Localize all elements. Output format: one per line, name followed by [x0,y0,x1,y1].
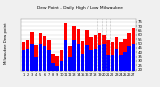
Bar [94,49,97,87]
Bar [132,28,135,87]
Bar [34,45,38,87]
Text: Milwaukee Dew point: Milwaukee Dew point [4,23,8,64]
Bar [47,50,51,87]
Bar [64,40,68,87]
Bar [123,52,127,87]
Bar [43,46,46,87]
Bar [68,46,72,87]
Bar [39,44,42,87]
Bar [26,40,29,87]
Bar [85,45,89,87]
Bar [81,41,84,87]
Bar [47,40,51,87]
Bar [119,42,123,87]
Bar [77,44,80,87]
Bar [72,40,76,87]
Bar [123,39,127,87]
Bar [22,42,25,87]
Bar [34,57,38,87]
Bar [98,45,101,87]
Bar [56,66,59,87]
Bar [51,63,55,87]
Bar [39,33,42,87]
Bar [106,40,110,87]
Bar [106,55,110,87]
Bar [22,50,25,87]
Bar [30,32,34,87]
Bar [72,26,76,87]
Bar [60,50,63,87]
Bar [60,61,63,87]
Bar [77,29,80,87]
Bar [81,54,84,87]
Bar [89,37,93,87]
Bar [26,49,29,87]
Bar [128,33,131,87]
Text: Dew Point - Daily High / Low Milwaukee: Dew Point - Daily High / Low Milwaukee [37,6,123,10]
Bar [64,23,68,87]
Bar [111,55,114,87]
Bar [115,49,118,87]
Bar [102,35,106,87]
Bar [51,54,55,87]
Bar [43,36,46,87]
Bar [89,50,93,87]
Bar [128,46,131,87]
Bar [132,44,135,87]
Bar [85,30,89,87]
Bar [94,35,97,87]
Bar [102,44,106,87]
Bar [111,42,114,87]
Bar [119,55,123,87]
Bar [68,57,72,87]
Bar [30,44,34,87]
Bar [115,37,118,87]
Bar [56,56,59,87]
Bar [98,33,101,87]
